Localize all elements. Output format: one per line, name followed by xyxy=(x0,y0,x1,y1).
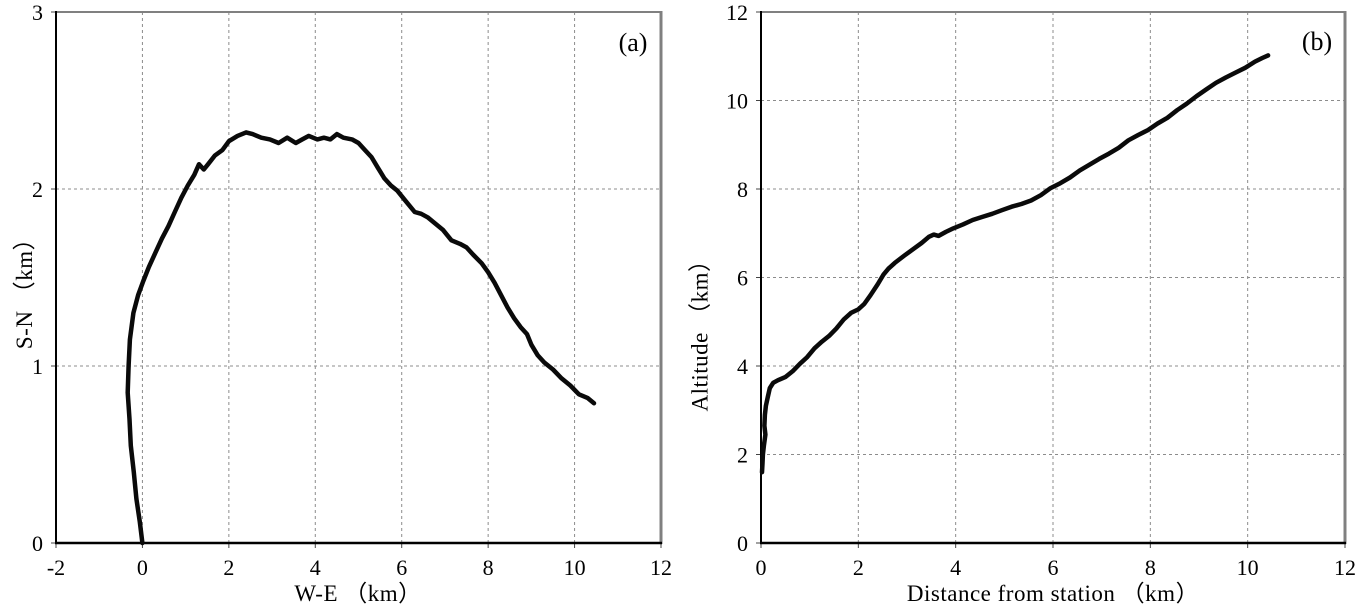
svg-text:2: 2 xyxy=(737,443,748,468)
svg-text:4: 4 xyxy=(950,555,961,580)
svg-text:10: 10 xyxy=(726,89,748,114)
svg-text:4: 4 xyxy=(310,555,321,580)
svg-text:6: 6 xyxy=(737,266,748,291)
svg-text:0: 0 xyxy=(737,531,748,556)
svg-text:8: 8 xyxy=(1145,555,1156,580)
svg-text:8: 8 xyxy=(737,177,748,202)
panel-label-b: (b) xyxy=(1301,27,1333,56)
svg-text:12: 12 xyxy=(650,555,672,580)
y-axis-title-a: S-N （km） xyxy=(12,226,37,350)
svg-text:3: 3 xyxy=(32,0,43,25)
svg-text:2: 2 xyxy=(223,555,234,580)
svg-text:0: 0 xyxy=(32,531,43,556)
svg-text:-2: -2 xyxy=(47,555,65,580)
y-axis-title-b: Altitude （km） xyxy=(687,248,713,412)
chart-panel-a: -2 0 2 4 6 8 10 12 0 1 2 3 (a) W-E （km） S-N （km） xyxy=(12,0,672,606)
x-axis-title-b: Distance from station （km） xyxy=(906,581,1200,606)
svg-text:10: 10 xyxy=(1237,555,1259,580)
svg-text:4: 4 xyxy=(737,354,748,379)
svg-text:10: 10 xyxy=(564,555,586,580)
svg-text:2: 2 xyxy=(32,177,43,202)
x-axis-title-a: W-E （km） xyxy=(294,581,422,606)
svg-text:6: 6 xyxy=(396,555,407,580)
svg-text:0: 0 xyxy=(137,555,148,580)
svg-text:8: 8 xyxy=(483,555,494,580)
chart-b-canvas: 0 2 4 6 8 10 12 0 2 4 6 8 10 12 xyxy=(726,0,1356,580)
panel-label-a: (a) xyxy=(618,28,648,57)
svg-text:0: 0 xyxy=(756,555,767,580)
svg-text:2: 2 xyxy=(853,555,864,580)
svg-text:1: 1 xyxy=(32,354,43,379)
svg-text:12: 12 xyxy=(1334,555,1356,580)
chart-panel-b: 0 2 4 6 8 10 12 0 2 4 6 8 10 12 (b) Distance from sta… xyxy=(680,0,1360,608)
svg-text:12: 12 xyxy=(726,0,748,25)
svg-text:6: 6 xyxy=(1048,555,1059,580)
